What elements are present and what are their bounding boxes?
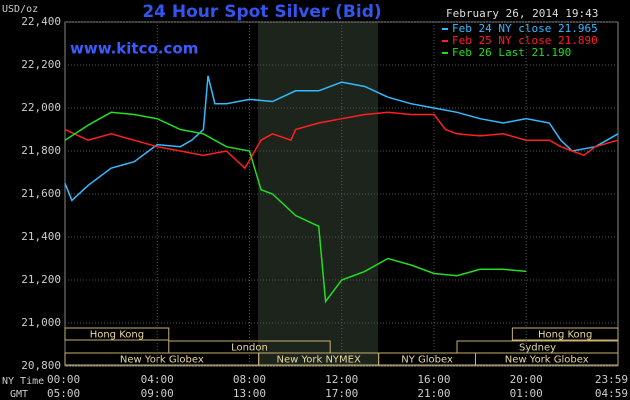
y-tick-label: 22,200 — [21, 58, 61, 71]
x2-tick-label: 04:59 — [595, 387, 628, 400]
x2-tick-label: 09:00 — [141, 387, 174, 400]
y-tick-label: 21,000 — [21, 316, 61, 329]
x2-tick-label: 13:00 — [233, 387, 266, 400]
x2-label: GMT — [10, 389, 28, 400]
x-tick-label: 00:00 — [47, 373, 80, 386]
y-tick-label: 21,400 — [21, 230, 61, 243]
y-tick-label: 20,800 — [21, 359, 61, 372]
x-tick-label: 08:00 — [233, 373, 266, 386]
x2-tick-label: 01:00 — [510, 387, 543, 400]
session-bar — [511, 327, 619, 341]
chart-title: 24 Hour Spot Silver (Bid) — [142, 2, 381, 22]
y-tick-label: 21,600 — [21, 187, 61, 200]
session-label: Hong Kong — [90, 330, 144, 341]
series-line — [64, 111, 619, 170]
session-label: London — [231, 343, 268, 354]
x-label: NY Time — [2, 376, 44, 387]
y-label: USD/oz — [2, 4, 38, 15]
series-line — [64, 75, 619, 202]
y-tick-label: 22,000 — [21, 101, 61, 114]
legend-label: Feb 24 NY close 21.965 — [452, 22, 598, 35]
session-label: New York Globex — [120, 355, 204, 366]
subtitle: www.kitco.com — [70, 40, 198, 58]
x-tick-label: 16:00 — [417, 373, 450, 386]
x2-tick-label: 05:00 — [47, 387, 80, 400]
y-tick-label: 21,800 — [21, 144, 61, 157]
x2-tick-label: 17:00 — [325, 387, 358, 400]
timestamp: February 26, 2014 19:43 — [446, 7, 598, 20]
session-label: Hong Kong — [538, 330, 592, 341]
x-tick-label: 04:00 — [141, 373, 174, 386]
session-label: New York Globex — [505, 355, 589, 366]
session-bar — [474, 352, 619, 366]
series-line — [64, 111, 527, 304]
session-label: NY Globex — [401, 355, 453, 366]
session-label: Sydney — [519, 343, 556, 354]
y-tick-label: 22,400 — [21, 15, 61, 28]
legend-label: Feb 26 Last 21.190 — [452, 46, 571, 59]
session-bar — [64, 327, 170, 341]
x-tick-label: 12:00 — [325, 373, 358, 386]
legend-label: Feb 25 NY close 21.890 — [452, 34, 598, 47]
y-tick-label: 21,200 — [21, 273, 61, 286]
session-label: New York NYMEX — [276, 355, 361, 366]
x-tick-label: 23:59 — [595, 373, 628, 386]
x-tick-label: 20:00 — [510, 373, 543, 386]
x2-tick-label: 21:00 — [417, 387, 450, 400]
